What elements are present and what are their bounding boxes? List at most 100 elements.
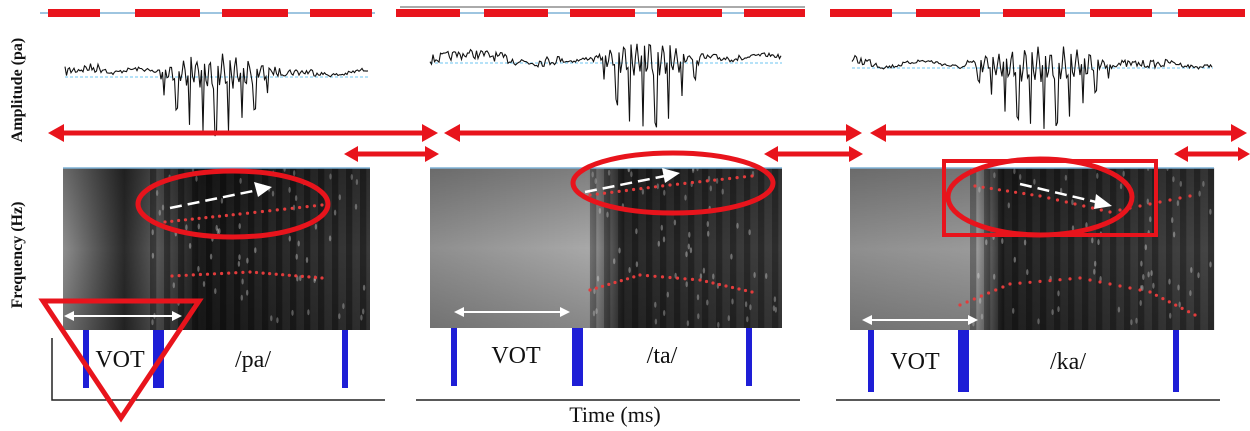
formant-dot	[661, 184, 665, 188]
formant-dot	[743, 288, 748, 293]
formant-dot	[602, 191, 607, 195]
formant-dot	[610, 190, 614, 194]
formant-dot	[253, 210, 257, 214]
formant-dot	[241, 270, 245, 274]
formant-dot	[1154, 293, 1158, 297]
formant-dot	[220, 271, 224, 276]
amplitude-axis-label: Amplitude (pa)	[9, 38, 26, 142]
formant-dot	[300, 274, 304, 278]
formant-dot	[675, 182, 680, 186]
formant-dot	[1148, 202, 1152, 206]
formant-dot	[1038, 279, 1042, 283]
top-red-dash	[222, 9, 288, 17]
formant-dot	[305, 205, 309, 209]
formant-dot	[711, 281, 715, 285]
formant-dot	[287, 273, 291, 277]
formant-dot	[607, 282, 611, 286]
formant-dot	[724, 284, 728, 288]
formant-dot	[588, 193, 592, 197]
formant-dot	[987, 291, 991, 295]
formant-dot	[1138, 204, 1142, 208]
formant-dot	[170, 219, 174, 223]
formant-dot	[254, 270, 259, 275]
formant-dot	[632, 275, 636, 279]
top-red-dash	[484, 9, 548, 17]
formant-dot	[728, 176, 732, 181]
formant-transition-arrows	[169, 168, 1112, 210]
formant-dot	[224, 213, 228, 218]
formant-dot	[1001, 285, 1005, 289]
formant-dot	[1068, 277, 1072, 281]
formant-dot	[997, 188, 1002, 192]
formant-dot	[713, 178, 717, 182]
top-red-dash	[1090, 9, 1152, 17]
vot-label-ta: VOT	[491, 343, 541, 369]
formant-dot	[737, 287, 741, 291]
formant-dot	[668, 275, 672, 280]
formant-dot	[730, 285, 735, 290]
formant-dot	[668, 183, 672, 187]
formant-dot	[617, 189, 621, 193]
formant-dot	[632, 187, 636, 192]
formant-dot	[1128, 286, 1132, 290]
formant-dot	[320, 203, 324, 207]
formant-dot	[1082, 204, 1086, 208]
formant-dot	[1073, 202, 1077, 206]
axis-frames	[51, 338, 1220, 401]
formant-dot	[1005, 189, 1010, 193]
spectrogram-ka	[850, 165, 1215, 330]
formant-dot	[1008, 282, 1012, 286]
formant-dot	[653, 274, 657, 278]
formant-dot	[298, 205, 302, 210]
formant-dot	[979, 294, 984, 298]
formant-dot	[1108, 282, 1112, 286]
formant-dot	[1187, 310, 1191, 314]
formant-dot	[261, 271, 265, 275]
formant-dot	[184, 273, 188, 277]
formant-dot	[268, 209, 272, 213]
formant-dot	[1161, 297, 1165, 301]
formant-dot	[281, 273, 285, 277]
formant-dot	[595, 192, 599, 196]
formant-dot	[238, 212, 242, 216]
formant-dot	[1167, 300, 1171, 304]
syllable-label-pa: /pa/	[235, 347, 271, 373]
formant-dot	[177, 274, 181, 278]
formant-dot	[312, 204, 317, 208]
formant-dot	[638, 273, 642, 277]
formant-dot	[675, 276, 680, 280]
formant-dot	[645, 274, 650, 278]
formant-dot	[1178, 196, 1182, 200]
formant-dot	[1138, 288, 1142, 292]
formant-dot	[190, 217, 194, 221]
formant-dot	[1193, 313, 1197, 317]
formant-dot	[683, 181, 687, 185]
formant-dot	[268, 272, 272, 276]
top-dash-bars	[40, 6, 1245, 17]
formant-dot	[205, 272, 210, 276]
formant-dot	[183, 218, 188, 222]
formant-dot	[290, 206, 294, 210]
formant-dot	[704, 279, 709, 284]
formant-dot	[1078, 276, 1082, 280]
formant-dot	[705, 179, 709, 183]
formant-dot	[639, 187, 643, 191]
top-red-dash	[135, 9, 200, 17]
top-red-dash	[657, 9, 722, 17]
formant-dot	[1108, 210, 1112, 214]
top-red-dash	[396, 9, 460, 17]
formant-dot	[1118, 284, 1122, 288]
formant-dot	[1048, 279, 1052, 283]
formant-dot	[1038, 194, 1042, 198]
time-axis-label: Time (ms)	[569, 402, 660, 427]
formant-dot	[170, 274, 174, 278]
formant-dot	[1148, 290, 1152, 294]
formant-dot	[698, 180, 702, 184]
vot-label-ka: VOT	[890, 349, 940, 375]
formant-dot	[594, 286, 598, 290]
top-red-dash	[830, 9, 892, 17]
formant-dot	[211, 215, 215, 219]
formant-dot	[1098, 280, 1102, 284]
waveform-ta	[429, 43, 782, 128]
formant-dot	[613, 280, 617, 285]
